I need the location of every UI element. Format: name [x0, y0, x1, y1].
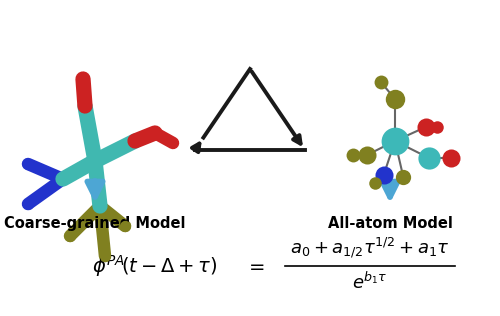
Text: $e^{b_1\tau}$: $e^{b_1\tau}$ [352, 271, 388, 293]
Text: $\phi^{PA}\!\left(t - \Delta + \tau\right)$: $\phi^{PA}\!\left(t - \Delta + \tau\righ… [92, 253, 218, 279]
Text: $=$: $=$ [245, 257, 265, 276]
Text: $a_0 + a_{1/2}\tau^{1/2} + a_1\tau$: $a_0 + a_{1/2}\tau^{1/2} + a_1\tau$ [290, 236, 450, 260]
Text: All-atom Model: All-atom Model [328, 216, 452, 231]
Text: Coarse-grained Model: Coarse-grained Model [4, 216, 186, 231]
